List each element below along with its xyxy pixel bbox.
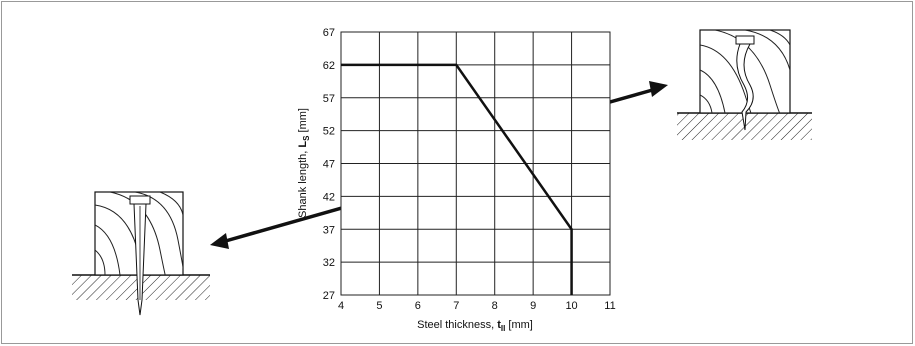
x-tick-label: 5 <box>376 300 382 312</box>
y-tick-label: 67 <box>323 27 335 39</box>
y-axis-label: Shank length, LS [mm] <box>297 108 312 218</box>
arrow-head <box>649 81 668 97</box>
y-tick-label: 32 <box>323 257 335 269</box>
x-tick-label: 7 <box>453 300 459 312</box>
y-tick-label: 52 <box>323 126 335 138</box>
x-tick-label: 6 <box>415 300 421 312</box>
arrow-head <box>210 233 229 249</box>
x-label-text: Steel thickness, <box>417 319 494 331</box>
y-tick-label: 27 <box>323 290 335 302</box>
y-tick-label: 42 <box>323 191 335 203</box>
x-axis-label: Steel thickness, tII [mm] <box>417 319 533 334</box>
y-tick-label: 62 <box>323 60 335 72</box>
y-label-subscript: S <box>302 135 311 141</box>
y-tick-label: 57 <box>323 93 335 105</box>
y-label-text: Shank length, <box>297 151 309 218</box>
straight-nail-illustration <box>72 191 210 316</box>
bent-nail-illustration <box>677 29 812 140</box>
y-tick-label: 37 <box>323 224 335 236</box>
x-label-unit: [mm] <box>508 319 532 331</box>
x-tick-label: 4 <box>338 300 344 312</box>
x-tick-label: 10 <box>565 300 577 312</box>
x-label-symbol: t <box>497 319 501 331</box>
y-label-unit: [mm] <box>297 108 309 132</box>
x-tick-label: 11 <box>604 300 615 312</box>
y-tick-label: 47 <box>323 159 335 171</box>
x-label-subscript: II <box>501 324 505 333</box>
x-tick-label: 8 <box>492 300 498 312</box>
x-tick-label: 9 <box>530 300 536 312</box>
series-line <box>341 63 573 295</box>
y-label-symbol: L <box>297 141 309 148</box>
